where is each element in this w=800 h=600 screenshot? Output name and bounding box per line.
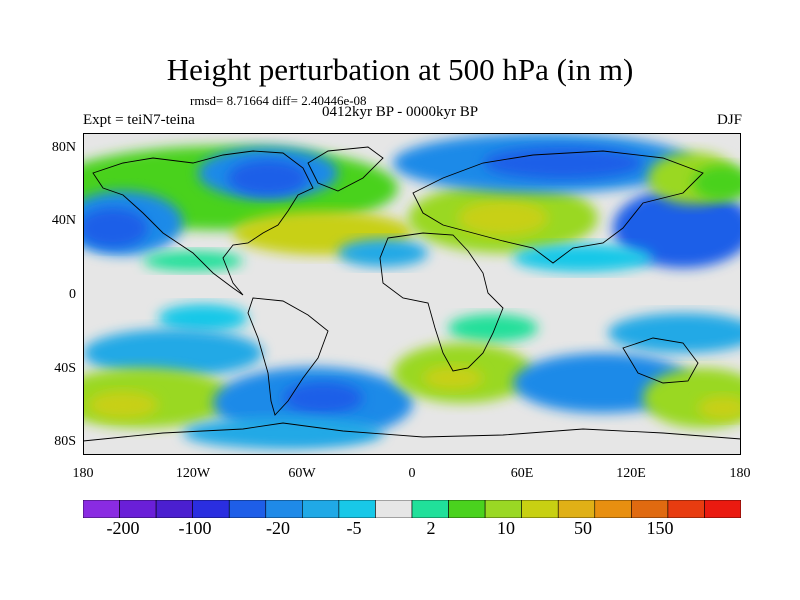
contour-region bbox=[228, 160, 308, 196]
antarctica-outline bbox=[83, 422, 741, 442]
lon-label: 120W bbox=[175, 466, 211, 481]
lon-label: 180 bbox=[729, 466, 751, 481]
colorbar-swatch bbox=[265, 500, 303, 518]
colorbar-swatch bbox=[594, 500, 632, 518]
map-title: Height perturbation at 500 hPa (in m) bbox=[166, 52, 634, 87]
colorbar-swatch bbox=[704, 500, 741, 518]
colorbar-swatch bbox=[302, 500, 340, 518]
greenland-outline bbox=[307, 146, 384, 192]
colorbar bbox=[83, 500, 741, 518]
south-america-outline bbox=[247, 297, 329, 416]
lat-label: 40N bbox=[51, 213, 76, 228]
lon-label: 120E bbox=[616, 466, 646, 481]
colorbar-swatch bbox=[228, 500, 267, 518]
north-america-outline bbox=[92, 150, 314, 296]
colorbar-label: -20 bbox=[266, 518, 290, 538]
colorbar-label: 50 bbox=[574, 518, 592, 538]
colorbar-label: 10 bbox=[497, 518, 515, 538]
colorbar-label: 150 bbox=[646, 518, 674, 538]
lon-label: 60E bbox=[510, 466, 534, 481]
colorbar-swatch bbox=[484, 500, 522, 518]
contour-region bbox=[338, 239, 428, 267]
coastlines bbox=[83, 146, 741, 442]
colorbar-label: -200 bbox=[106, 518, 140, 538]
contour-map bbox=[83, 133, 741, 455]
contour-region bbox=[283, 382, 363, 414]
lat-label: 40S bbox=[54, 361, 76, 376]
lat-label: 80N bbox=[51, 140, 76, 155]
colorbar-swatch bbox=[338, 500, 376, 518]
contour-region bbox=[698, 396, 741, 420]
colorbar-label: -100 bbox=[178, 518, 212, 538]
colorbar-swatch bbox=[411, 500, 449, 518]
colorbar-swatch bbox=[448, 500, 486, 518]
contour-region bbox=[513, 244, 653, 272]
colorbar-swatch bbox=[83, 500, 120, 518]
colorbar-swatch bbox=[521, 500, 559, 518]
colorbar-swatch bbox=[119, 500, 157, 518]
contour-region bbox=[183, 417, 383, 449]
stats-text: rmsd= 8.71664 diff= 2.40446e-08 bbox=[190, 93, 367, 108]
contour-region bbox=[83, 329, 263, 377]
experiment-label: Expt = teiN7-teina bbox=[83, 112, 195, 128]
contour-region bbox=[83, 208, 148, 248]
contour-region bbox=[423, 366, 483, 390]
colorbar-swatch bbox=[667, 500, 705, 518]
colorbar-label: -5 bbox=[346, 518, 362, 538]
colorbar-swatch bbox=[192, 500, 230, 518]
contour-fills bbox=[83, 133, 741, 449]
contour-region bbox=[448, 314, 538, 342]
contour-region bbox=[458, 200, 548, 236]
lon-label: 180 bbox=[72, 466, 94, 481]
africa-outline bbox=[379, 232, 504, 372]
contour-region bbox=[613, 188, 741, 268]
contour-region bbox=[483, 147, 643, 179]
eurasia-outline bbox=[412, 150, 704, 264]
australia-outline bbox=[622, 337, 699, 384]
contour-region bbox=[158, 304, 248, 332]
lat-label: 0 bbox=[69, 287, 76, 302]
colorbar-swatch bbox=[631, 500, 669, 518]
contour-region bbox=[143, 251, 243, 271]
contour-region bbox=[88, 391, 158, 419]
period-label: 0412kyr BP - 0000kyr BP bbox=[322, 104, 479, 120]
lon-label: 0 bbox=[408, 466, 416, 481]
contour-region bbox=[608, 313, 741, 353]
map-frame bbox=[83, 133, 741, 455]
lon-label: 60W bbox=[288, 466, 316, 481]
colorbar-swatch bbox=[375, 500, 413, 518]
lat-label: 80S bbox=[54, 434, 76, 449]
colorbar-swatch bbox=[557, 500, 596, 518]
contour-region bbox=[693, 165, 741, 201]
colorbar-label: 2 bbox=[426, 518, 436, 538]
season-label: DJF bbox=[716, 112, 742, 128]
colorbar-swatch bbox=[155, 500, 193, 518]
